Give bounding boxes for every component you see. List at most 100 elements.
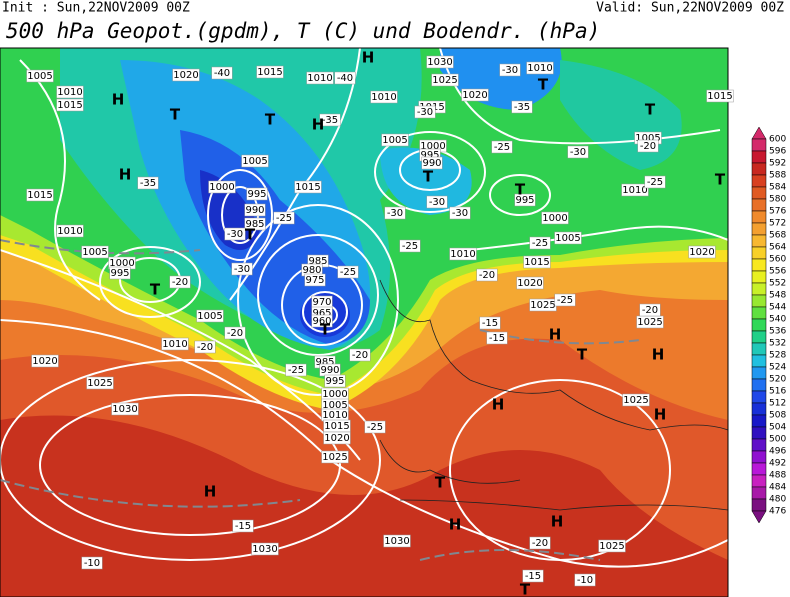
temperature-label: -40 (214, 68, 230, 79)
isobar-label-box (598, 539, 626, 553)
temperature-label-box (399, 239, 421, 253)
temperature-label-box (554, 293, 576, 307)
colorbar-tick-label: 512 (769, 399, 786, 409)
isobar-label-box (256, 65, 284, 79)
isobar-label: 1030 (112, 404, 137, 415)
isobar-label-box (461, 88, 489, 102)
colorbar-cell (751, 222, 767, 236)
temperature-label: -15 (235, 521, 251, 532)
pressure-center: T (435, 474, 446, 492)
temperature-label-box (479, 316, 501, 330)
temperature-label: -10 (84, 558, 100, 569)
pressure-center: H (492, 396, 505, 414)
isobar-label: 995 (110, 268, 129, 279)
isobar-label-box (426, 55, 454, 69)
isobar-label: 1010 (307, 73, 332, 84)
isobar-label: 1015 (257, 67, 282, 78)
title: 500 hPa Geopot.(gpdm), T (C) und Bodendr… (6, 19, 600, 43)
isobar-label: 1020 (324, 433, 349, 444)
isobar-label: 1010 (57, 87, 82, 98)
pressure-center: H (551, 513, 564, 531)
isobar-label: 1005 (555, 233, 580, 244)
isobar-label-box (26, 69, 54, 83)
isobar-label: 1005 (27, 71, 52, 82)
temperature-label-box (337, 265, 359, 279)
isobar-label-box (383, 534, 411, 548)
temperature-label-box (529, 536, 551, 550)
colorbar-tick-label: 600 (769, 135, 786, 145)
temperature-label-box (224, 326, 246, 340)
isobar-label-box (172, 68, 200, 82)
isobar-label: 990 (320, 365, 339, 376)
isobar-label-box (370, 90, 398, 104)
temperature-label-box (224, 227, 246, 241)
temperature-label-box (273, 211, 295, 225)
colorbar-tick-label: 500 (769, 435, 786, 445)
temperature-label: -35 (514, 102, 530, 113)
colorbar-end (751, 510, 767, 524)
temperature-label: -25 (276, 213, 292, 224)
init-label: Init : Sun,22NOV2009 00Z (2, 1, 190, 16)
colorbar-cell (751, 138, 767, 152)
isobar-label: 1015 (324, 421, 349, 432)
isobar-label: 985 (315, 357, 334, 368)
temperature-label: -15 (482, 318, 498, 329)
isobar-label: 1020 (173, 70, 198, 81)
colorbar-tick-label: 576 (769, 207, 786, 217)
isobar-label-box (246, 187, 268, 201)
temperature-label: -25 (367, 422, 383, 433)
isobar-label: 1005 (197, 311, 222, 322)
isobar-label: 1020 (462, 90, 487, 101)
isobar-label: 1015 (524, 257, 549, 268)
isobar-label: 975 (305, 275, 324, 286)
isobar-label: 1025 (599, 541, 624, 552)
temperature-label: -35 (140, 178, 156, 189)
temperature-label-box (232, 519, 254, 533)
colorbar-cell (751, 390, 767, 404)
colorbar-cell (751, 162, 767, 176)
isobar-label-box (56, 98, 84, 112)
isobar-label: 1010 (371, 92, 396, 103)
temperature-label: -30 (452, 208, 468, 219)
colorbar-cell (751, 318, 767, 332)
temperature-label-box (567, 145, 589, 159)
temperature-label: -10 (577, 575, 593, 586)
isobar-label-box (86, 376, 114, 390)
colorbar-cell (751, 186, 767, 200)
isobar-label: 1030 (427, 57, 452, 68)
pressure-center: H (549, 326, 562, 344)
map (0, 48, 728, 597)
colorbar-tick-label: 588 (769, 171, 786, 181)
temperature-label: -30 (502, 65, 518, 76)
colorbar-cell (751, 150, 767, 164)
pressure-center: T (245, 226, 256, 244)
isobar-label-box (109, 266, 131, 280)
colorbar-cell (751, 450, 767, 464)
temperature-label: -20 (227, 328, 243, 339)
map-frame (0, 47, 729, 597)
temperature-label-box (414, 105, 436, 119)
colorbar-tick-label: 560 (769, 255, 786, 265)
colorbar-tick-label: 596 (769, 147, 786, 157)
temperature-label: -25 (288, 365, 304, 376)
pressure-center: H (312, 116, 325, 134)
temperature-label-box (511, 100, 533, 114)
isobar-label: 1025 (87, 378, 112, 389)
temperature-label: -25 (340, 267, 356, 278)
colorbar-cell (751, 246, 767, 260)
pressure-center: H (204, 483, 217, 501)
colorbar-tick-label: 540 (769, 315, 786, 325)
isobar-label-box (306, 71, 334, 85)
isobar-label: 1015 (27, 190, 52, 201)
temperature-label-box (476, 268, 498, 282)
isobar-label-box (706, 89, 734, 103)
isobar-label: 990 (422, 158, 441, 169)
temperature-label-box (334, 71, 356, 85)
temperature-label-box (639, 303, 661, 317)
colorbar-tick-label: 496 (769, 447, 786, 457)
isobar-label-box (523, 255, 551, 269)
temperature-label: -30 (227, 229, 243, 240)
colorbar-cell (751, 234, 767, 248)
colorbar-end (751, 126, 767, 140)
